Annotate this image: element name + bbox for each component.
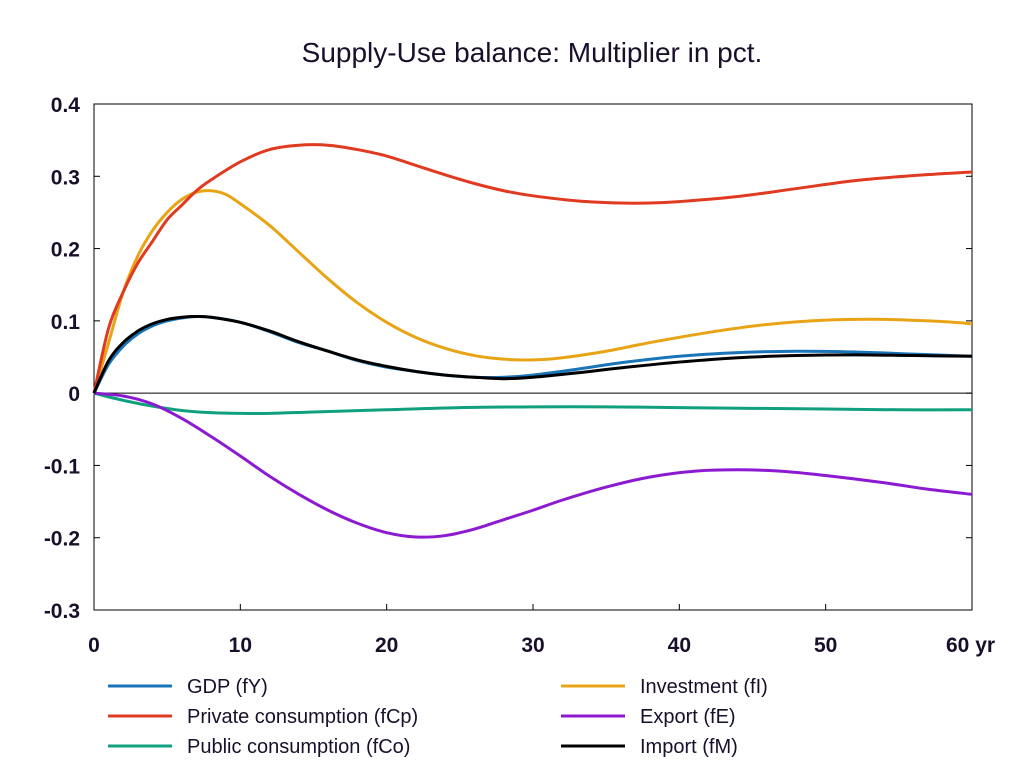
y-tick-label: 0	[68, 383, 80, 406]
x-tick-label: 10	[229, 634, 252, 657]
legend-label: Private consumption (fCp)	[187, 706, 418, 728]
legend-label: Import (fM)	[640, 736, 738, 758]
chart-title: Supply-Use balance: Multiplier in pct.	[302, 37, 763, 68]
y-tick-label: 0.1	[51, 311, 81, 334]
legend-label: Investment (fI)	[640, 676, 768, 698]
legend-label: Export (fE)	[640, 706, 736, 728]
x-tick-label: 0	[88, 634, 100, 657]
series-line-5	[92, 314, 973, 394]
y-tick-label: 0.3	[51, 166, 80, 189]
series-line-3	[92, 189, 973, 394]
series-line-1	[92, 143, 973, 394]
plot-area: -0.3 -0.2 -0.1 0 0.1 0.2 0.3 0.4 0 10 20 30 40 50 60 y…	[44, 94, 995, 657]
legend: GDP (fY) Private consumption (fCp) Public …	[108, 676, 768, 758]
series-line-2	[93, 391, 973, 416]
plot-frame	[93, 103, 973, 611]
x-tick-label: 50	[814, 634, 837, 657]
legend-label: Public consumption (fCo)	[187, 736, 410, 758]
x-tick-label: 60 yr	[946, 634, 995, 657]
legend-label: GDP (fY)	[187, 676, 268, 698]
y-tick-label: 0.2	[51, 239, 80, 262]
y-tick-label: -0.1	[44, 455, 81, 478]
y-tick-label: -0.3	[44, 600, 80, 623]
x-tick-label: 30	[521, 634, 544, 657]
series-line-4	[93, 391, 973, 539]
x-tick-label: 20	[375, 634, 398, 657]
y-tick-label: -0.2	[44, 528, 80, 551]
y-tick-label: 0.4	[51, 94, 81, 117]
x-tick-label: 40	[668, 634, 691, 657]
